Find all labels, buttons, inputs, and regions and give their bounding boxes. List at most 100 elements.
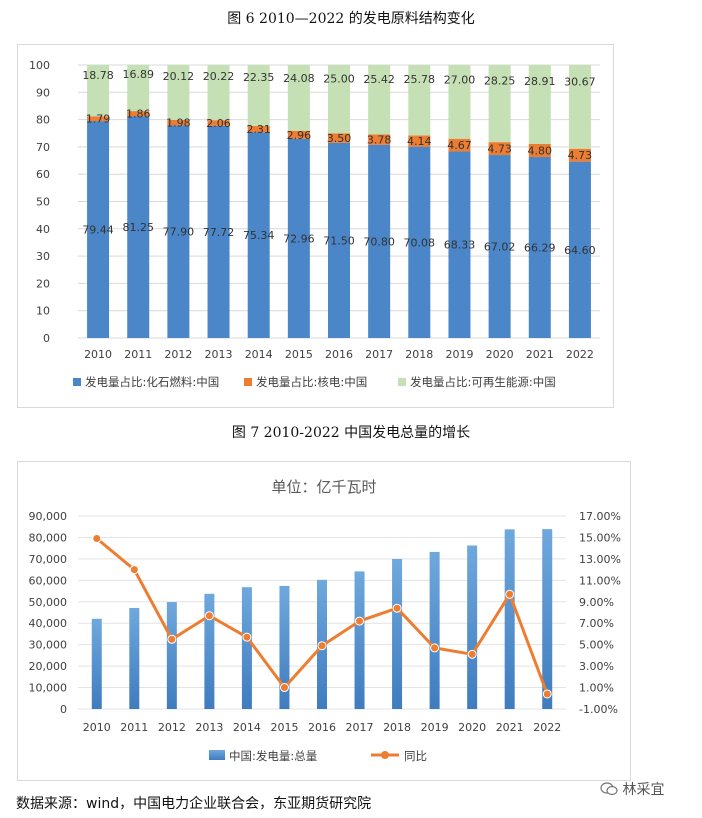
- x-tick-label: 2022: [566, 348, 594, 361]
- legend-label: 发电量占比:可再生能源:中国: [410, 375, 556, 389]
- chart-title: 单位：亿千瓦时: [271, 478, 376, 496]
- y-tick-label: 90,000: [29, 510, 68, 523]
- fossil-bar: [87, 121, 110, 338]
- renewable-data-label: 20.12: [163, 70, 195, 83]
- yoy-point: [204, 611, 214, 621]
- nuclear-data-label: 1.98: [166, 117, 191, 130]
- nuclear-data-label: 4.73: [568, 149, 593, 162]
- fossil-data-label: 72.96: [283, 232, 315, 245]
- renewable-bar: [87, 65, 110, 117]
- fossil-bar: [408, 146, 431, 338]
- y2-tick-label: 3.00%: [579, 660, 614, 673]
- y-tick-label: 70,000: [29, 553, 68, 566]
- y-tick-label: 100: [29, 59, 50, 72]
- generation-total-chart: 单位：亿千瓦时 0 10,000 20,000 30,000 40,000 50,000 60…: [29, 478, 621, 763]
- renewable-bar: [167, 65, 190, 120]
- fossil-data-label: 77.90: [163, 226, 195, 239]
- generation-bar: [504, 529, 515, 709]
- x-tick-label: 2013: [195, 721, 223, 734]
- fossil-bar: [488, 155, 511, 338]
- fossil-bar: [287, 138, 310, 338]
- nuclear-bar: [287, 130, 310, 139]
- x-tick-label: 2014: [233, 721, 261, 734]
- nuclear-data-label: 4.73: [487, 143, 512, 156]
- renewable-bar: [247, 65, 270, 127]
- y-tick-label: 50: [36, 196, 50, 209]
- nuclear-bar: [408, 135, 431, 147]
- yoy-point: [279, 683, 289, 693]
- generation-bar: [354, 571, 365, 709]
- y-tick-label: 40: [36, 223, 50, 236]
- nuclear-bar: [568, 148, 591, 162]
- y-tick-label: 80,000: [29, 531, 68, 544]
- fossil-bar: [247, 132, 270, 338]
- renewable-data-label: 25.78: [404, 73, 436, 86]
- generation-bar: [204, 593, 215, 709]
- y2-tick-label: 9.00%: [579, 596, 614, 609]
- y2-tick-label: 13.00%: [579, 553, 621, 566]
- x-tick-label: 2011: [120, 721, 148, 734]
- y-tick-label: 40,000: [29, 617, 68, 630]
- nuclear-bar: [488, 142, 511, 156]
- legend-swatch: [398, 378, 406, 386]
- generation-bar: [542, 529, 553, 709]
- y2-tick-label: 15.00%: [579, 531, 621, 544]
- generation-bar: [91, 618, 102, 709]
- fossil-data-label: 64.60: [564, 244, 596, 257]
- legend-swatch: [209, 750, 225, 760]
- generation-bar: [467, 545, 478, 709]
- renewable-bar: [368, 65, 391, 135]
- legend-label: 同比: [404, 749, 427, 763]
- x-tick-label: 2014: [245, 348, 273, 361]
- legend-label: 发电量占比:核电:中国: [256, 375, 367, 389]
- fossil-bar: [207, 125, 230, 338]
- x-tick-label: 2016: [308, 721, 336, 734]
- nuclear-data-label: 2.06: [206, 117, 231, 130]
- renewable-bar: [287, 65, 310, 131]
- x-tick-label: 2018: [405, 348, 433, 361]
- legend-label: 发电量占比:化石燃料:中国: [85, 375, 219, 389]
- renewable-data-label: 24.08: [283, 72, 315, 85]
- fossil-bar: [448, 151, 471, 338]
- yoy-point: [92, 534, 102, 544]
- wechat-icon: [600, 782, 618, 796]
- y-tick-label: 0: [43, 332, 50, 345]
- fossil-bar: [328, 142, 350, 338]
- y-tick-label: 90: [36, 86, 50, 99]
- nuclear-data-label: 1.79: [86, 113, 111, 126]
- renewable-bar: [568, 65, 591, 149]
- yoy-point: [355, 616, 365, 626]
- renewable-data-label: 28.91: [524, 75, 556, 88]
- x-tick-label: 2020: [458, 721, 486, 734]
- nuclear-data-label: 4.14: [407, 135, 432, 148]
- figure-7-title: 图 7 2010-2022 中国发电总量的增长: [231, 425, 471, 441]
- fossil-data-label: 71.50: [323, 234, 355, 247]
- x-tick-label: 2010: [83, 721, 111, 734]
- y2-tick-label: -1.00%: [579, 703, 618, 716]
- nuclear-bar: [247, 126, 270, 133]
- y-tick-label: 20: [36, 277, 50, 290]
- fossil-bar: [167, 125, 190, 338]
- nuclear-data-label: 4.67: [447, 139, 472, 152]
- nuclear-data-label: 4.80: [528, 144, 553, 157]
- y2-tick-label: 5.00%: [579, 639, 614, 652]
- nuclear-bar: [207, 120, 230, 126]
- renewable-data-label: 25.00: [323, 73, 355, 86]
- nuclear-bar: [448, 138, 471, 152]
- fossil-data-label: 75.34: [243, 229, 275, 242]
- nuclear-bar: [87, 116, 110, 122]
- x-tick-label: 2022: [533, 721, 561, 734]
- renewable-bar: [488, 65, 511, 143]
- renewable-data-label: 22.35: [243, 71, 275, 84]
- renewable-bar: [448, 65, 471, 139]
- fossil-data-label: 77.72: [203, 226, 235, 239]
- fossil-data-label: 66.29: [524, 242, 556, 255]
- x-tick-label: 2017: [365, 348, 393, 361]
- nuclear-data-label: 2.96: [287, 129, 312, 142]
- fossil-data-label: 79.44: [82, 224, 114, 237]
- legend-swatch: [73, 378, 81, 386]
- yoy-point: [167, 634, 177, 644]
- y-tick-label: 60,000: [29, 574, 68, 587]
- nuclear-bar: [528, 143, 551, 158]
- nuclear-bar: [328, 133, 350, 143]
